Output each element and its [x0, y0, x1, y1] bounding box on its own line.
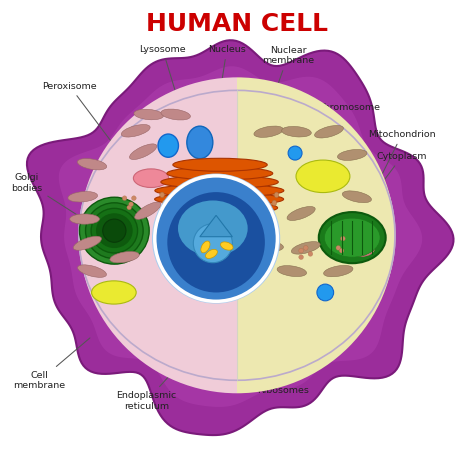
- Ellipse shape: [103, 219, 126, 242]
- Ellipse shape: [342, 191, 372, 203]
- Ellipse shape: [68, 192, 98, 202]
- Ellipse shape: [169, 207, 173, 213]
- Ellipse shape: [158, 134, 178, 157]
- Ellipse shape: [129, 202, 133, 206]
- Ellipse shape: [161, 109, 191, 120]
- Ellipse shape: [241, 218, 246, 224]
- Text: Cell
membrane: Cell membrane: [13, 338, 90, 391]
- Ellipse shape: [206, 249, 218, 259]
- Text: Nucleus: Nucleus: [208, 45, 246, 124]
- Ellipse shape: [324, 218, 380, 257]
- Text: Golgi
bodies: Golgi bodies: [11, 173, 94, 226]
- Ellipse shape: [77, 158, 107, 170]
- Ellipse shape: [85, 203, 143, 259]
- Ellipse shape: [201, 241, 210, 253]
- Ellipse shape: [162, 200, 167, 206]
- Ellipse shape: [155, 176, 277, 302]
- Ellipse shape: [166, 210, 272, 223]
- Ellipse shape: [127, 205, 131, 210]
- Ellipse shape: [171, 219, 265, 232]
- Ellipse shape: [274, 192, 279, 198]
- Ellipse shape: [173, 211, 178, 216]
- Ellipse shape: [296, 160, 350, 192]
- Ellipse shape: [135, 202, 161, 219]
- Text: Cytoplasm: Cytoplasm: [359, 152, 427, 213]
- Ellipse shape: [97, 214, 132, 247]
- Text: Chromosome: Chromosome: [294, 103, 381, 161]
- Text: Nuclear
membrane: Nuclear membrane: [261, 46, 314, 132]
- Ellipse shape: [160, 201, 278, 214]
- Ellipse shape: [292, 241, 320, 254]
- Ellipse shape: [254, 241, 283, 251]
- Ellipse shape: [337, 150, 367, 160]
- Ellipse shape: [167, 167, 273, 180]
- Ellipse shape: [209, 220, 213, 226]
- Ellipse shape: [73, 236, 101, 250]
- Ellipse shape: [152, 173, 280, 304]
- Ellipse shape: [110, 252, 139, 263]
- Ellipse shape: [171, 197, 175, 202]
- Text: Lysosome: Lysosome: [139, 45, 186, 123]
- Ellipse shape: [324, 266, 353, 277]
- Text: Mitochondrion: Mitochondrion: [367, 130, 436, 204]
- Ellipse shape: [282, 126, 311, 137]
- Ellipse shape: [80, 197, 149, 264]
- Text: Ribosomes: Ribosomes: [252, 352, 310, 395]
- Ellipse shape: [336, 246, 341, 250]
- Ellipse shape: [341, 236, 345, 241]
- Polygon shape: [27, 40, 454, 435]
- Ellipse shape: [121, 124, 150, 137]
- Ellipse shape: [337, 219, 367, 230]
- Ellipse shape: [193, 218, 198, 224]
- Text: Endoplasmic
reticulum: Endoplasmic reticulum: [116, 350, 192, 411]
- Ellipse shape: [193, 224, 232, 263]
- Ellipse shape: [220, 242, 233, 250]
- Ellipse shape: [122, 196, 127, 200]
- Ellipse shape: [299, 255, 303, 260]
- Text: HUMAN CELL: HUMAN CELL: [146, 12, 328, 36]
- Ellipse shape: [134, 109, 164, 120]
- Ellipse shape: [265, 207, 270, 213]
- Ellipse shape: [91, 208, 137, 253]
- Ellipse shape: [167, 192, 265, 293]
- Ellipse shape: [287, 206, 315, 220]
- Ellipse shape: [79, 90, 395, 380]
- Ellipse shape: [78, 265, 107, 277]
- Polygon shape: [59, 66, 422, 407]
- Ellipse shape: [272, 200, 277, 206]
- Ellipse shape: [178, 200, 248, 256]
- Ellipse shape: [155, 184, 284, 197]
- Ellipse shape: [348, 240, 374, 256]
- Ellipse shape: [70, 214, 100, 224]
- Ellipse shape: [308, 252, 313, 256]
- Ellipse shape: [299, 248, 303, 253]
- Ellipse shape: [169, 205, 173, 210]
- Ellipse shape: [180, 213, 184, 219]
- Ellipse shape: [91, 281, 136, 304]
- Text: Peroxisome: Peroxisome: [43, 82, 118, 151]
- Wedge shape: [79, 77, 237, 393]
- Polygon shape: [200, 215, 232, 237]
- Ellipse shape: [317, 284, 334, 301]
- Ellipse shape: [339, 248, 344, 253]
- Ellipse shape: [254, 126, 283, 137]
- Ellipse shape: [319, 212, 386, 263]
- Ellipse shape: [277, 266, 307, 276]
- Wedge shape: [237, 77, 395, 393]
- Ellipse shape: [315, 125, 344, 138]
- Ellipse shape: [161, 176, 278, 189]
- Ellipse shape: [173, 158, 267, 171]
- Ellipse shape: [187, 126, 213, 158]
- Ellipse shape: [160, 192, 164, 198]
- Ellipse shape: [255, 213, 259, 219]
- Ellipse shape: [133, 169, 169, 187]
- Ellipse shape: [129, 144, 157, 159]
- Ellipse shape: [303, 246, 308, 250]
- Ellipse shape: [131, 196, 136, 200]
- Ellipse shape: [225, 220, 230, 226]
- Ellipse shape: [288, 146, 302, 160]
- Ellipse shape: [155, 193, 283, 206]
